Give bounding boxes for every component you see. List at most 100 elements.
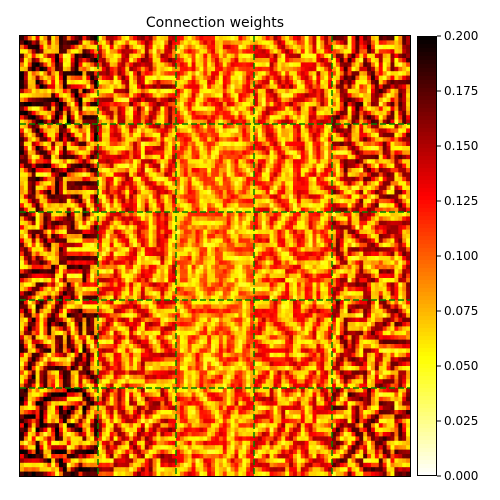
heatmap-cell — [391, 142, 395, 147]
heatmap-cell — [106, 155, 110, 160]
heatmap-cell — [79, 111, 83, 116]
heatmap-patch — [379, 124, 395, 142]
heatmap-cell — [301, 194, 305, 199]
heatmap-cell — [258, 40, 262, 45]
heatmap-cell — [184, 216, 188, 221]
heatmap-cell — [344, 159, 348, 164]
heatmap-cell — [336, 89, 340, 94]
heatmap-cell — [336, 45, 340, 50]
heatmap-cell — [106, 137, 110, 142]
heatmap-cell — [153, 164, 157, 169]
heatmap-cell — [262, 203, 266, 208]
heatmap-cell — [86, 225, 90, 230]
heatmap-cell — [203, 181, 207, 186]
heatmap-cell — [32, 89, 36, 94]
heatmap-cell — [367, 45, 371, 50]
heatmap-cell — [51, 168, 55, 173]
heatmap-patch — [20, 159, 36, 177]
heatmap-cell — [36, 221, 40, 226]
heatmap-cell — [211, 133, 215, 138]
heatmap-cell — [79, 238, 83, 243]
heatmap-cell — [211, 164, 215, 169]
heatmap-cell — [383, 71, 387, 76]
heatmap-cell — [383, 45, 387, 50]
heatmap-patch — [379, 142, 395, 160]
heatmap-cell — [301, 230, 305, 235]
heatmap-cell — [387, 194, 391, 199]
heatmap-cell — [149, 177, 153, 182]
heatmap-cell — [242, 172, 246, 177]
heatmap-cell — [262, 159, 266, 164]
heatmap-cell — [118, 133, 122, 138]
heatmap-cell — [114, 58, 118, 63]
heatmap-cell — [141, 62, 145, 67]
heatmap-cell — [297, 40, 301, 45]
heatmap-cell — [121, 54, 125, 59]
heatmap-cell — [82, 155, 86, 160]
heatmap-cell — [340, 45, 344, 50]
heatmap-cell — [184, 98, 188, 103]
heatmap-cell — [359, 102, 363, 107]
heatmap-cell — [371, 181, 375, 186]
heatmap-cell — [63, 62, 67, 67]
heatmap-cell — [231, 98, 235, 103]
heatmap-cell — [106, 58, 110, 63]
heatmap-cell — [24, 111, 28, 116]
heatmap-cell — [316, 142, 320, 147]
heatmap-cell — [24, 186, 28, 191]
heatmap-cell — [246, 137, 250, 142]
heatmap-cell — [168, 71, 172, 76]
heatmap-cell — [274, 238, 278, 243]
heatmap-cell — [246, 84, 250, 89]
heatmap-cell — [242, 168, 246, 173]
heatmap-cell — [203, 190, 207, 195]
heatmap-cell — [145, 230, 149, 235]
heatmap-cell — [235, 84, 239, 89]
heatmap-cell — [43, 225, 47, 230]
heatmap-cell — [383, 155, 387, 160]
heatmap-patch — [98, 71, 114, 89]
heatmap-cell — [235, 98, 239, 103]
heatmap-cell — [199, 234, 203, 239]
heatmap-cell — [32, 80, 36, 85]
heatmap-cell — [82, 243, 86, 248]
heatmap-cell — [47, 67, 51, 72]
heatmap-cell — [90, 58, 94, 63]
heatmap-cell — [203, 106, 207, 111]
heatmap-cell — [231, 150, 235, 155]
heatmap-cell — [141, 243, 145, 248]
heatmap-cell — [352, 190, 356, 195]
heatmap-cell — [238, 84, 242, 89]
heatmap-cell — [47, 216, 51, 221]
heatmap-cell — [324, 62, 328, 67]
heatmap-cell — [36, 71, 40, 76]
heatmap-cell — [387, 36, 391, 41]
heatmap-cell — [47, 49, 51, 54]
heatmap-cell — [344, 115, 348, 120]
heatmap-cell — [180, 115, 184, 120]
heatmap-cell — [355, 159, 359, 164]
heatmap-cell — [196, 221, 200, 226]
heatmap-cell — [157, 58, 161, 63]
heatmap-cell — [196, 190, 200, 195]
heatmap-cell — [363, 142, 367, 147]
heatmap-cell — [340, 181, 344, 186]
heatmap-cell — [379, 146, 383, 151]
heatmap-cell — [137, 62, 141, 67]
heatmap-cell — [371, 98, 375, 103]
heatmap-cell — [184, 111, 188, 116]
heatmap-cell — [313, 84, 317, 89]
heatmap-cell — [227, 172, 231, 177]
heatmap-cell — [316, 40, 320, 45]
heatmap-cell — [320, 203, 324, 208]
heatmap-cell — [133, 137, 137, 142]
heatmap-cell — [367, 49, 371, 54]
heatmap-cell — [344, 71, 348, 76]
heatmap-cell — [316, 194, 320, 199]
heatmap-cell — [305, 128, 309, 133]
heatmap-cell — [24, 128, 28, 133]
heatmap-cell — [266, 76, 270, 81]
heatmap-cell — [379, 62, 383, 67]
heatmap-cell — [340, 203, 344, 208]
heatmap-cell — [137, 150, 141, 155]
